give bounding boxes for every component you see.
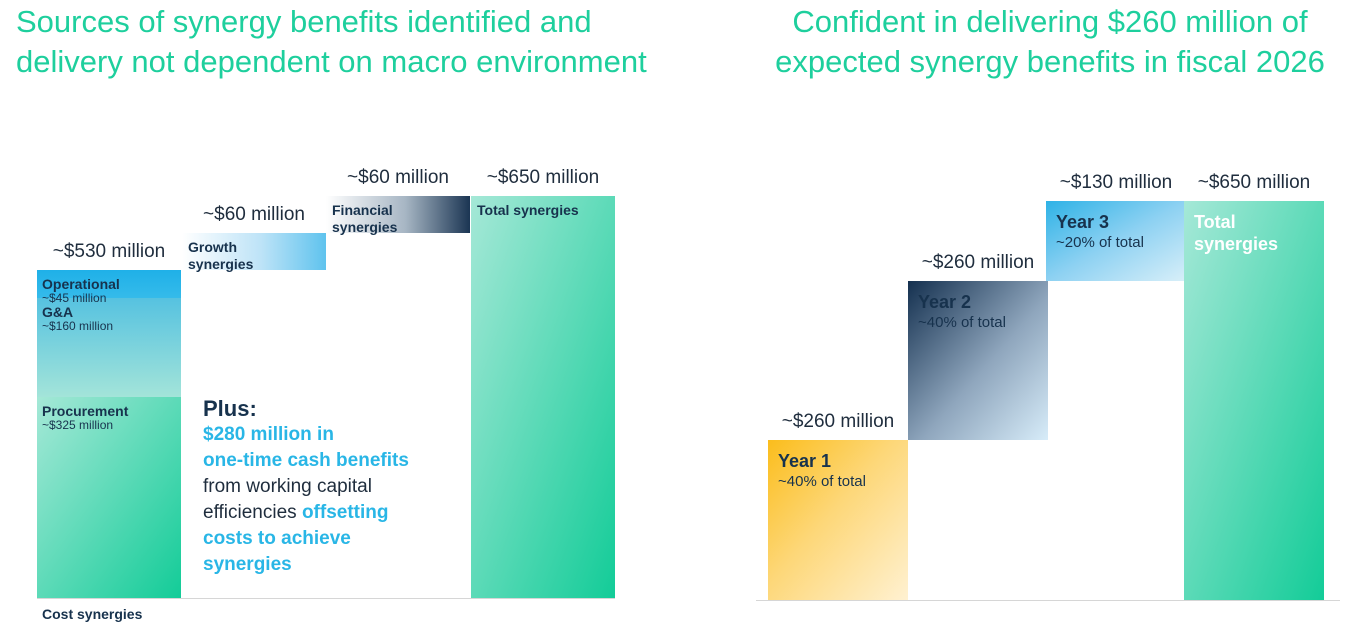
segment-value-1: ~$325 million: [42, 418, 114, 432]
segment-operational: [37, 270, 181, 299]
bar-1: [768, 440, 908, 600]
plus-note-heading: Plus:: [203, 396, 257, 421]
one-time-cash-benefits-note: Plus: $280 million in one-time cash bene…: [203, 396, 463, 578]
left-chart-title: Sources of synergy benefits identified a…: [16, 4, 647, 79]
plus-note-line6: synergies: [203, 554, 292, 575]
x-axis-label: Cost synergies: [42, 606, 143, 622]
bar-label-2: Growth synergies: [188, 239, 254, 273]
value-label-bar-2: ~$260 million: [921, 251, 1035, 273]
plus-note-line4b: offsetting: [301, 502, 389, 523]
bar-label-3: Year 3: [1056, 212, 1110, 232]
bar-4: [471, 196, 615, 598]
bar-label-4: Total synergies: [1194, 212, 1279, 254]
value-label-bar-3: ~$60 million: [347, 167, 449, 188]
cost-synergy-waterfall-chart: ~$530 million Procurement ~$325 million G&A…: [37, 167, 615, 599]
bar-label-4: Total synergies: [477, 202, 579, 218]
segment-value-3: ~$45 million: [42, 291, 107, 306]
right-chart-title: Confident in delivering $260 million of …: [775, 4, 1325, 79]
fiscal-delivery-waterfall-chart: ~$260 million Year 1 ~40% of total ~$260 mi…: [690, 0, 1365, 637]
bar-2: [182, 233, 326, 271]
bar-share-1: ~40% of total: [778, 473, 866, 491]
bar-label-2: Year 2: [918, 291, 972, 312]
value-label-bar-3: ~$130 million: [1059, 172, 1173, 193]
segment-label-1: Procurement: [42, 403, 129, 419]
bar-3: [326, 196, 470, 234]
value-label-bar-1: ~$530 million: [52, 241, 166, 263]
bar-3: [1046, 201, 1186, 281]
bar-share-3: ~20% of total: [1056, 234, 1144, 251]
plus-note-line5: costs to achieve: [203, 528, 351, 549]
segment-label-2: G&A: [42, 304, 74, 321]
bar-label-3: Financial synergies: [332, 202, 398, 235]
left-chart-baseline: [37, 598, 615, 599]
plus-note-line3: from working capital: [203, 476, 372, 497]
plus-note-line2: one-time cash benefits: [203, 450, 409, 471]
segment-label-3: Operational: [42, 276, 120, 293]
bar-4: [1184, 201, 1324, 600]
value-label-bar-2: ~$60 million: [203, 204, 305, 226]
value-label-bar-4: ~$650 million: [1197, 172, 1311, 193]
value-label-bar-4: ~$650 million: [486, 167, 600, 188]
segment-value-2: ~$160 million: [42, 319, 114, 334]
right-chart-baseline: [756, 600, 1340, 601]
bar-2: [908, 280, 1048, 441]
value-label-bar-1: ~$260 million: [781, 411, 895, 433]
bar-label-1: Year 1: [778, 451, 832, 472]
bar-share-2: ~40% of total: [918, 313, 1006, 331]
segment-procurement: [37, 397, 181, 598]
plus-note-line1: $280 million in: [203, 424, 334, 445]
plus-note-line4a: efficiencies: [203, 502, 302, 523]
segment-g-a: [37, 298, 181, 397]
